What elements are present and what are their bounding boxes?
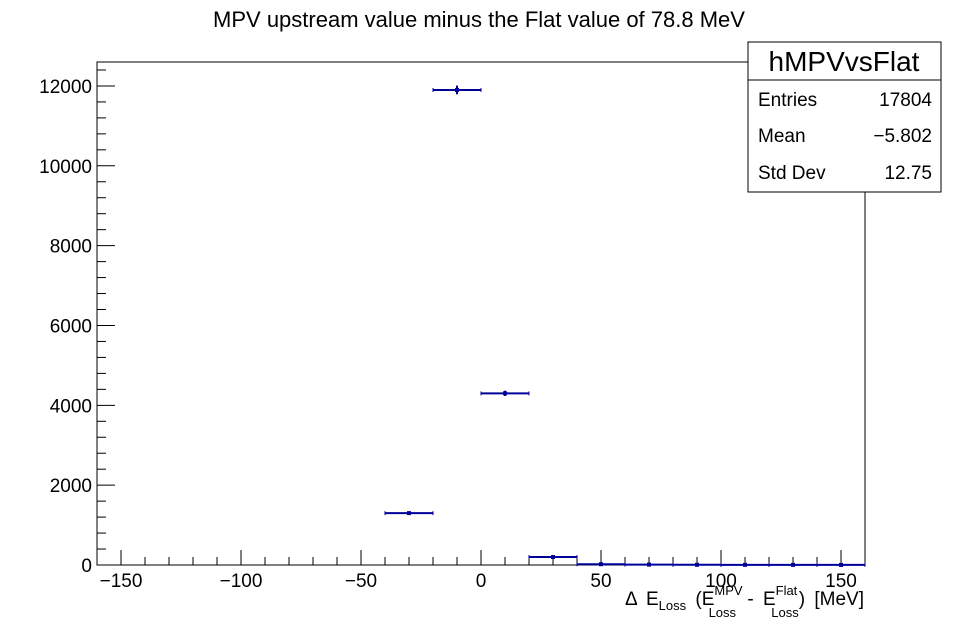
x-tick-label: 50 <box>590 571 611 592</box>
x-axis-title-flat-sup: Flat <box>776 583 798 598</box>
point-marker <box>791 562 795 567</box>
x-axis-title-close: ) <box>799 589 805 610</box>
stats-box: hMPVvsFlat Entries 17804 Mean −5.802 Std… <box>747 41 942 193</box>
data-point <box>576 562 626 567</box>
x-tick-label: −100 <box>220 571 263 592</box>
x-axis-title-e3: E <box>763 589 776 610</box>
x-axis-title-mpv-sup: MPV <box>714 583 743 598</box>
x-tick-label: 150 <box>825 571 857 592</box>
data-point <box>384 511 434 516</box>
x-tick-label: 100 <box>705 571 737 592</box>
x-axis-title-e1: E <box>646 589 659 610</box>
data-point <box>528 555 578 560</box>
y-tick-label: 12000 <box>39 77 92 98</box>
point-marker <box>695 562 699 567</box>
data-point <box>816 562 866 567</box>
stats-stddev-label: Std Dev <box>758 163 826 184</box>
stats-stddev-value: 12.75 <box>884 163 932 184</box>
y-tick-label: 4000 <box>50 396 92 417</box>
point-marker <box>407 511 411 516</box>
x-axis-tick-labels: −150 −100 −50 0 50 100 150 <box>100 571 857 592</box>
stats-entries-label: Entries <box>758 90 817 111</box>
data-points <box>384 85 866 567</box>
x-axis-title-minus: - <box>747 589 753 610</box>
data-point <box>480 390 530 396</box>
stats-mean-label: Mean <box>758 126 806 147</box>
stats-box-frame <box>747 41 942 193</box>
data-point <box>720 562 770 567</box>
stats-entries-value: 17804 <box>879 90 932 111</box>
chart-title: MPV upstream value minus the Flat value … <box>213 7 745 32</box>
y-tick-label: 6000 <box>50 316 92 337</box>
point-marker <box>647 562 651 567</box>
point-marker <box>503 391 507 396</box>
point-marker <box>839 562 843 567</box>
y-tick-label: 8000 <box>50 237 92 258</box>
y-tick-label: 10000 <box>39 157 92 178</box>
x-axis-title-loss3: Loss <box>771 605 799 620</box>
y-axis-ticks <box>97 69 115 566</box>
point-marker <box>599 562 603 567</box>
y-axis-tick-labels: 0 2000 4000 6000 8000 10000 12000 <box>39 77 92 577</box>
data-point <box>672 562 722 567</box>
x-axis-title: Δ ELoss (EMPV Loss - EFlat Loss) [MeV] <box>625 583 864 622</box>
point-marker <box>551 555 555 560</box>
point-marker <box>743 562 747 567</box>
x-axis-title-e2: E <box>702 589 715 610</box>
point-marker <box>455 87 459 92</box>
stats-box-name: hMPVvsFlat <box>769 46 920 77</box>
x-tick-label: −150 <box>100 571 143 592</box>
x-tick-label: 0 <box>476 571 487 592</box>
x-axis-title-open: ( <box>695 589 702 610</box>
x-tick-label: −50 <box>345 571 377 592</box>
data-point <box>624 562 674 567</box>
x-axis-title-loss1: Loss <box>659 598 687 613</box>
x-axis-title-unit: [MeV] <box>814 589 864 610</box>
y-tick-label: 0 <box>81 556 92 577</box>
data-point <box>432 85 482 95</box>
x-axis-title-delta: Δ <box>625 589 638 610</box>
y-tick-label: 2000 <box>50 476 92 497</box>
x-axis-ticks <box>96 550 866 565</box>
x-axis-title-loss2: Loss <box>709 605 737 620</box>
stats-mean-value: −5.802 <box>873 126 932 147</box>
data-point <box>768 562 818 567</box>
